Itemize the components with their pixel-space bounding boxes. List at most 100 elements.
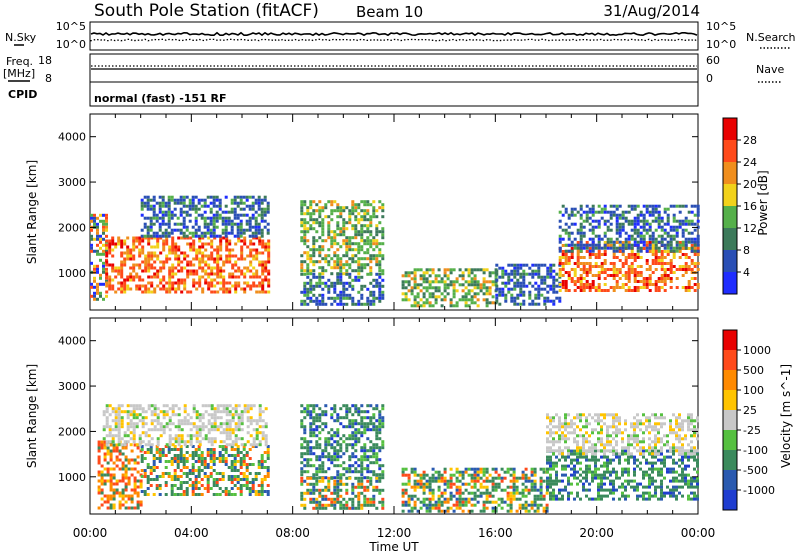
velocity-echo-cell xyxy=(239,466,243,469)
power-echo-cell xyxy=(606,225,610,229)
power-echo-cell xyxy=(404,292,408,296)
power-echo-cell xyxy=(416,295,420,299)
velocity-echo-cell xyxy=(234,425,238,429)
power-echo-cell xyxy=(228,287,232,291)
power-echo-cell xyxy=(654,250,658,253)
velocity-echo-cell xyxy=(212,451,216,454)
power-echo-cell xyxy=(690,249,694,253)
power-echo-cell xyxy=(300,302,304,306)
velocity-echo-cell xyxy=(191,481,195,484)
power-echo-cell xyxy=(330,236,334,240)
power-echo-cell xyxy=(219,269,223,273)
power-echo-cell xyxy=(333,209,337,213)
velocity-echo-cell xyxy=(100,479,104,483)
power-echo-cell xyxy=(488,280,492,284)
power-echo-cell xyxy=(351,236,355,240)
velocity-echo-cell xyxy=(339,437,343,441)
power-echo-cell xyxy=(627,256,631,259)
velocity-echo-cell xyxy=(485,506,489,510)
velocity-echo-cell xyxy=(97,506,101,510)
power-echo-cell xyxy=(696,207,700,211)
power-echo-cell xyxy=(348,281,352,285)
power-echo-cell xyxy=(260,216,264,220)
velocity-echo-cell xyxy=(228,410,232,414)
power-echo-cell xyxy=(570,280,574,283)
power-echo-cell xyxy=(564,243,568,247)
velocity-echo-cell xyxy=(118,494,122,498)
power-echo-cell xyxy=(564,207,568,211)
velocity-echo-cell xyxy=(152,454,156,457)
power-echo-cell xyxy=(171,272,175,276)
power-echo-cell xyxy=(630,268,634,271)
power-echo-cell xyxy=(206,216,210,220)
velocity-echo-cell xyxy=(130,458,134,462)
power-echo-cell xyxy=(342,302,346,306)
velocity-echo-cell xyxy=(237,413,241,417)
power-echo-cell xyxy=(182,198,186,202)
power-echo-cell xyxy=(519,293,523,297)
velocity-echo-cell xyxy=(309,482,313,486)
velocity-echo-cell xyxy=(309,446,313,450)
power-echo-cell xyxy=(318,272,322,276)
power-echo-cell xyxy=(120,281,124,285)
velocity-echo-cell xyxy=(230,463,234,466)
velocity-echo-cell xyxy=(339,422,343,426)
velocity-echo-cell xyxy=(428,479,432,483)
velocity-echo-cell xyxy=(333,407,337,411)
power-echo-cell xyxy=(555,272,559,276)
velocity-echo-cell xyxy=(258,413,262,417)
velocity-echo-cell xyxy=(467,491,471,495)
power-echo-cell xyxy=(482,277,486,281)
power-echo-cell xyxy=(648,283,652,286)
velocity-echo-cell xyxy=(222,410,226,414)
power-echo-cell xyxy=(369,257,373,261)
velocity-echo-cell xyxy=(156,422,160,426)
velocity-echo-cell xyxy=(473,497,477,501)
power-echo-cell xyxy=(318,212,322,216)
velocity-echo-cell xyxy=(180,428,184,432)
power-echo-cell xyxy=(111,278,115,282)
velocity-echo-cell xyxy=(121,446,125,450)
velocity-echo-cell xyxy=(485,491,489,495)
power-echo-cell xyxy=(183,254,187,258)
power-echo-cell xyxy=(312,287,316,291)
power-echo-cell xyxy=(687,222,691,226)
velocity-echo-cell xyxy=(245,454,249,457)
power-echo-cell xyxy=(306,245,310,249)
power-echo-cell xyxy=(312,227,316,231)
velocity-echo-cell xyxy=(233,457,237,460)
velocity-echo-cell xyxy=(203,475,207,478)
power-echo-cell xyxy=(315,302,319,306)
velocity-echo-cell xyxy=(561,455,564,459)
power-echo-cell xyxy=(257,225,261,229)
power-echo-cell xyxy=(138,287,142,291)
power-echo-cell xyxy=(159,287,163,291)
velocity-echo-cell xyxy=(230,466,234,469)
velocity-echo-cell xyxy=(479,485,483,489)
power-echo-cell xyxy=(588,216,592,220)
velocity-echo-cell xyxy=(222,404,226,408)
power-echo-cell xyxy=(138,254,142,258)
velocity-echo-cell xyxy=(183,443,187,447)
power-echo-cell xyxy=(360,284,364,288)
velocity-echo-cell xyxy=(218,454,222,457)
velocity-echo-cell xyxy=(318,455,322,459)
power-echo-cell xyxy=(152,222,156,226)
power-echo-cell xyxy=(138,242,142,246)
velocity-echo-cell xyxy=(191,493,195,496)
power-echo-cell xyxy=(348,284,352,288)
velocity-echo-cell xyxy=(121,488,125,492)
power-echo-cell xyxy=(216,260,220,264)
power-echo-cell xyxy=(651,253,655,256)
power-echo-cell xyxy=(372,206,376,210)
power-echo-cell xyxy=(630,234,634,238)
power-echo-cell xyxy=(654,237,658,241)
power-echo-cell xyxy=(425,286,429,290)
power-echo-cell xyxy=(93,279,96,283)
power-echo-cell xyxy=(170,195,174,199)
power-echo-cell xyxy=(588,222,592,226)
velocity-echo-cell xyxy=(115,491,119,495)
power-echo-cell xyxy=(96,297,99,301)
power-echo-cell xyxy=(96,234,99,238)
power-echo-cell xyxy=(663,243,667,247)
